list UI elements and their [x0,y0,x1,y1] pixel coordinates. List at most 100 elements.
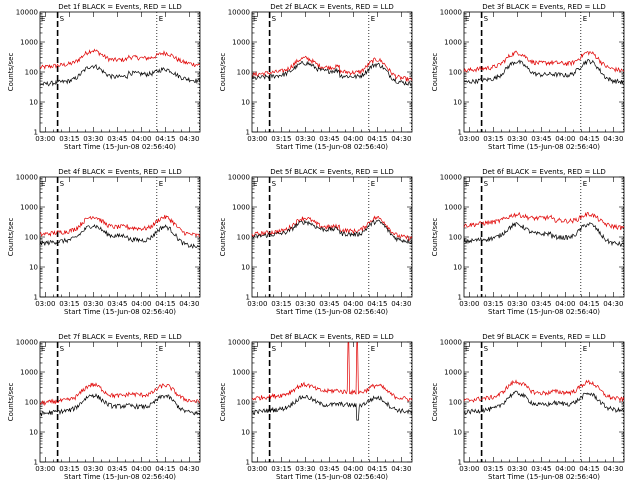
lld-series-line [463,379,625,403]
x-tick-label: 03:00 [35,465,55,473]
lld-series-line [463,211,625,230]
x-tick-label: 04:15 [579,300,599,308]
y-tick-label: 1 [34,294,38,302]
region-label-s: S [484,180,489,188]
x-tick-label: 04:30 [603,135,623,143]
y-axis-label: Counts/sec [219,383,227,422]
region-label-e: E [41,345,45,353]
detector-panel-3: Det 3f BLACK = Events, RED = LLD 1 10 100 10… [431,3,625,151]
region-label-s: S [272,345,277,353]
region-label-e-end: E [371,180,375,188]
plot-frame [251,176,413,298]
region-label-e-end: E [583,345,587,353]
x-tick-label: 03:45 [107,465,127,473]
y-tick-label: 10000 [16,339,38,347]
y-tick-label: 1 [34,129,38,137]
y-axis-label: Counts/sec [7,218,15,257]
x-axis-label: Start Time (15-Jun-08 02:56:40) [276,473,388,480]
y-tick-label: 10 [453,429,462,437]
x-tick-label: 03:45 [319,135,339,143]
events-series-line [463,390,625,415]
y-tick-label: 1000 [20,369,38,377]
panel-title: Det 5f BLACK = Events, RED = LLD [270,168,393,176]
lld-series-line [251,215,413,241]
x-axis-label: Start Time (15-Jun-08 02:56:40) [276,308,388,316]
plot-frame [463,11,625,133]
x-tick-label: 04:00 [343,300,363,308]
y-tick-label: 1 [246,129,250,137]
x-tick-label: 03:45 [531,465,551,473]
x-tick-label: 03:45 [319,300,339,308]
x-tick-label: 04:00 [555,465,575,473]
events-series-line [39,64,201,87]
region-label-e: E [465,345,469,353]
x-tick-label: 03:15 [271,465,291,473]
lld-series-line [251,342,413,402]
y-tick-label: 100 [237,399,250,407]
x-tick-label: 03:15 [59,135,79,143]
x-tick-label: 03:00 [459,465,479,473]
x-axis-label: Start Time (15-Jun-08 02:56:40) [64,143,176,151]
x-tick-label: 03:15 [483,135,503,143]
panel-title: Det 9f BLACK = Events, RED = LLD [482,333,605,341]
x-tick-label: 04:15 [155,465,175,473]
y-axis-label: Counts/sec [431,218,439,257]
x-tick-label: 03:30 [83,300,103,308]
y-tick-label: 1000 [444,39,462,47]
events-series-line [39,224,200,249]
y-tick-label: 10000 [228,9,250,17]
x-tick-label: 04:30 [603,300,623,308]
region-label-s: S [272,15,277,23]
y-tick-label: 1 [458,459,462,467]
events-series-line [251,394,413,421]
detector-panel-4: Det 4f BLACK = Events, RED = LLD 1 10 100 10… [7,168,201,316]
events-series-line [463,222,625,247]
x-tick-label: 04:15 [367,300,387,308]
x-tick-label: 03:30 [507,465,527,473]
y-tick-label: 1000 [232,39,250,47]
y-tick-label: 1000 [20,204,38,212]
y-tick-label: 1000 [20,39,38,47]
y-tick-label: 1 [34,459,38,467]
plot-frame [463,176,625,298]
region-label-e: E [253,15,257,23]
y-tick-label: 10000 [16,9,38,17]
detector-panel-2: Det 2f BLACK = Events, RED = LLD 1 10 100 10… [219,3,413,151]
x-axis-label: Start Time (15-Jun-08 02:56:40) [64,473,176,480]
y-tick-label: 10000 [440,339,462,347]
y-tick-label: 10 [241,264,250,272]
x-tick-label: 04:15 [367,135,387,143]
panel-title: Det 3f BLACK = Events, RED = LLD [482,3,605,11]
lld-series-line [39,48,201,70]
lld-series-line [251,55,413,83]
x-tick-label: 04:00 [555,135,575,143]
x-tick-label: 03:30 [295,135,315,143]
region-label-s: S [60,15,65,23]
x-tick-label: 03:00 [247,135,267,143]
y-tick-label: 100 [449,69,462,77]
x-tick-label: 04:30 [391,465,411,473]
x-tick-label: 04:30 [603,465,623,473]
y-tick-label: 100 [25,399,38,407]
y-tick-label: 100 [449,399,462,407]
lld-series-line [463,50,625,73]
region-label-e-end: E [159,345,163,353]
detector-panel-9: Det 9f BLACK = Events, RED = LLD 1 10 100 10… [431,333,625,480]
y-tick-label: 1000 [444,204,462,212]
region-label-e-end: E [371,15,375,23]
panel-title: Det 8f BLACK = Events, RED = LLD [270,333,393,341]
x-tick-label: 04:00 [343,135,363,143]
detector-panel-8: Det 8f BLACK = Events, RED = LLD 1 10 100 10… [219,333,413,480]
x-tick-label: 03:00 [247,465,267,473]
x-tick-label: 03:00 [459,300,479,308]
region-label-e-end: E [159,15,163,23]
x-axis-label: Start Time (15-Jun-08 02:56:40) [64,308,176,316]
panel-title: Det 7f BLACK = Events, RED = LLD [58,333,181,341]
y-axis-label: Counts/sec [7,53,15,92]
y-tick-label: 10 [453,99,462,107]
events-series-line [463,58,625,85]
events-series-line [39,393,201,417]
x-tick-label: 03:15 [483,465,503,473]
y-tick-label: 1000 [232,204,250,212]
